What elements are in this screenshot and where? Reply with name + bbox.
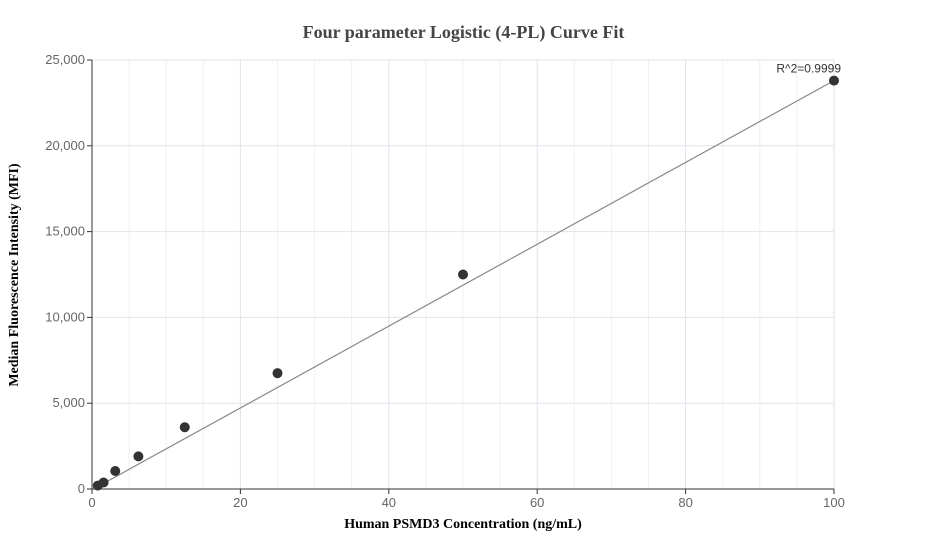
annotations: R^2=0.9999: [776, 62, 841, 76]
x-tick-label: 20: [233, 495, 247, 510]
x-tick-label: 0: [88, 495, 95, 510]
minor-gridlines: [128, 60, 798, 489]
y-tick-label: 25,000: [45, 52, 85, 67]
y-tick-label: 10,000: [45, 309, 85, 324]
data-point: [133, 451, 144, 462]
data-point: [98, 477, 109, 488]
y-tick-label: 20,000: [45, 138, 85, 153]
data-point: [110, 465, 121, 476]
x-tick-label: 100: [823, 495, 845, 510]
x-tick-label: 40: [382, 495, 396, 510]
fit-line: [97, 80, 835, 488]
y-tick-label: 5,000: [52, 395, 85, 410]
r-squared-annotation: R^2=0.9999: [776, 62, 841, 76]
data-point: [829, 75, 839, 86]
y-tick-label: 15,000: [45, 224, 85, 239]
axes: [91, 60, 834, 490]
chart-title: Four parameter Logistic (4-PL) Curve Fit: [302, 22, 625, 42]
data-point: [458, 269, 468, 280]
x-tick-label: 60: [530, 495, 544, 510]
y-tick-label: 0: [78, 481, 85, 496]
data-point: [179, 422, 190, 433]
tick-labels: 0 5,000 10,000 15,000 20,000 25,000 0 20 40 60 80 1…: [45, 52, 845, 510]
y-axis-label: Median Fluorescence Intensity (MFI): [7, 163, 22, 387]
major-gridlines: [92, 59, 835, 489]
x-axis-label: Human PSMD3 Concentration (ng/mL): [344, 517, 582, 532]
x-tick-label: 80: [678, 495, 692, 510]
fit-curve: [97, 80, 835, 488]
data-point: [272, 368, 283, 379]
data-points: [92, 75, 839, 491]
